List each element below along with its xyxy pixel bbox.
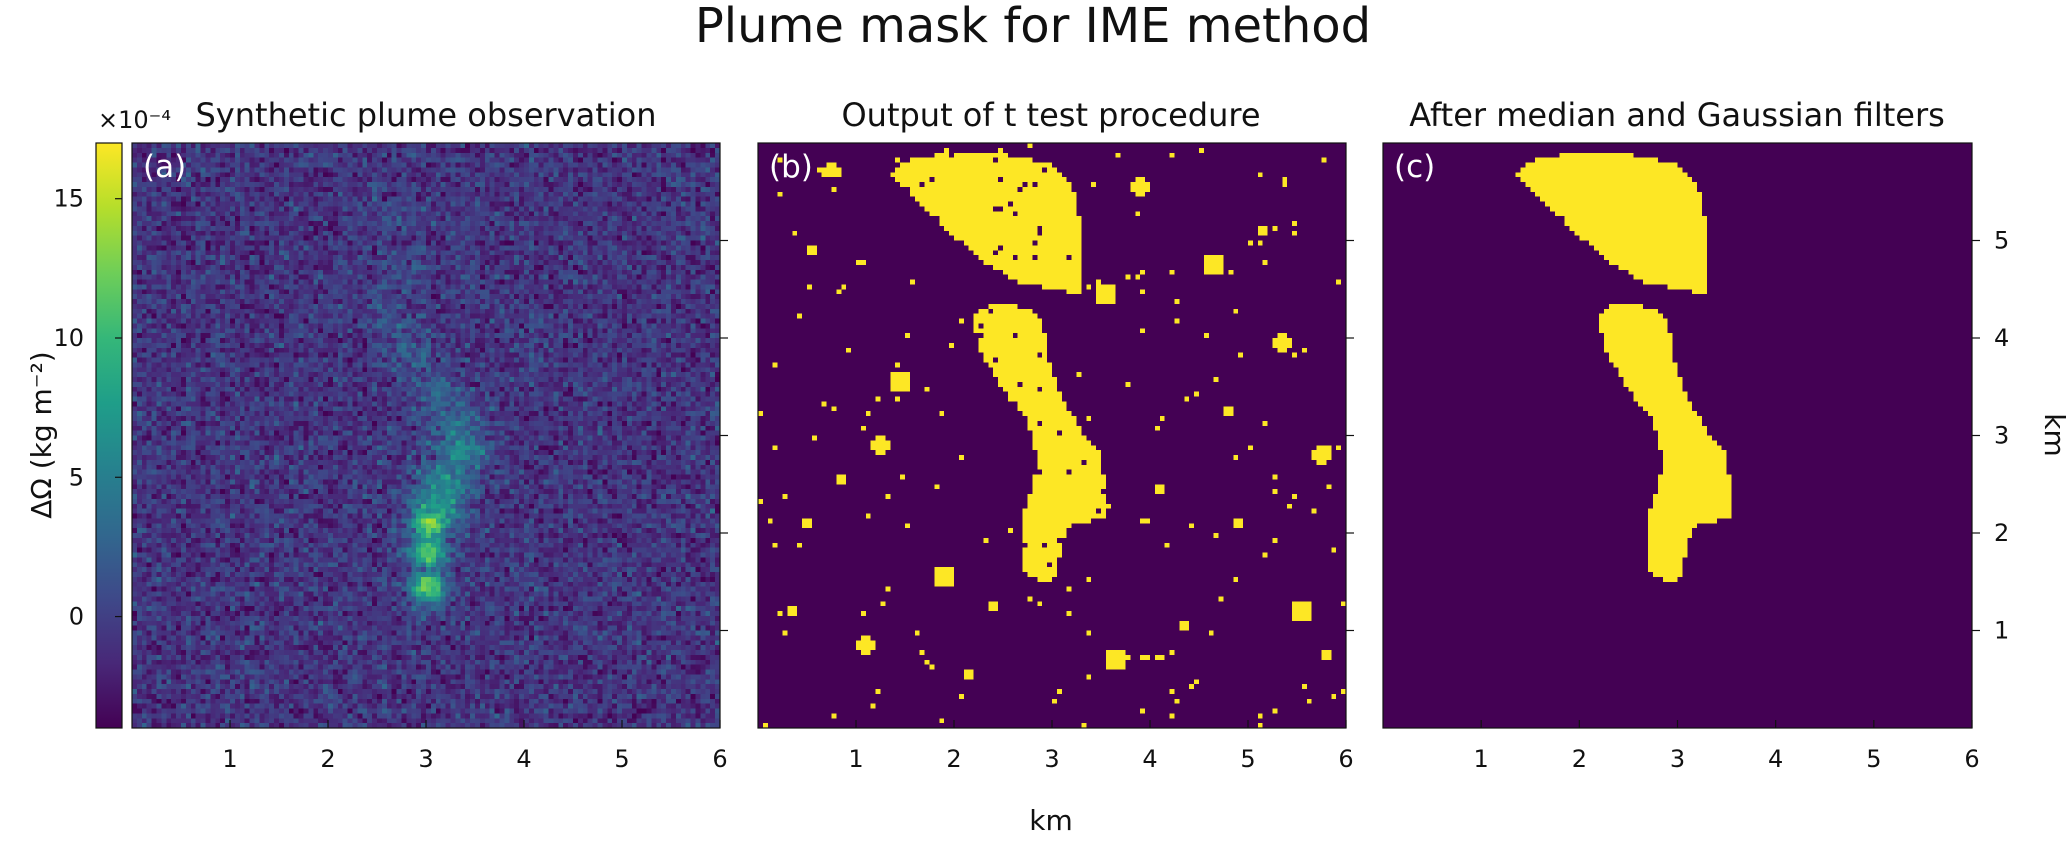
x-tick-label: 6 [1338, 745, 1353, 773]
x-tick-label: 3 [1670, 745, 1685, 773]
figure-title: Plume mask for IME method [695, 0, 1371, 54]
x-tick-label: 6 [1964, 745, 1979, 773]
colorbar-tick-label: 5 [69, 463, 84, 491]
x-tick-label: 5 [1240, 745, 1255, 773]
colorbar-tick-label: 15 [53, 185, 84, 213]
x-tick-label: 1 [1474, 745, 1489, 773]
heatmap-image-a [132, 143, 720, 728]
colorbar-multiplier: ×10⁻⁴ [98, 106, 171, 134]
heatmap-image-b [758, 143, 1346, 728]
heatmap-image-c [1383, 143, 1972, 728]
colorbar-label: ΔΩ (kg m⁻²) [25, 351, 58, 518]
panel-label-c: (c) [1394, 149, 1435, 185]
panel-b: (b) 1 2 3 4 5 6 [757, 142, 1354, 773]
x-tick-label: 5 [1866, 745, 1881, 773]
colorbar-tick-label: 0 [69, 603, 84, 631]
x-tick-label: 2 [320, 745, 335, 773]
x-tick-label: 1 [848, 745, 863, 773]
panel-label-b: (b) [769, 149, 813, 185]
x-tick-label: 2 [946, 745, 961, 773]
y-tick-label: 1 [1994, 617, 2009, 645]
panel-b-title: Output of t test procedure [841, 96, 1260, 134]
x-axis-label: km [1029, 804, 1073, 837]
y-tick-label: 3 [1994, 422, 2009, 450]
x-tick-label: 1 [222, 745, 237, 773]
x-tick-label: 3 [418, 745, 433, 773]
colorbar-tick-label: 10 [53, 324, 84, 352]
panel-a: (a) 1 2 3 4 5 6 [131, 142, 728, 773]
y-axis-label-right: km [2038, 413, 2067, 457]
x-tick-label: 3 [1044, 745, 1059, 773]
panel-c: (c) 1 2 3 4 5 6 1 2 3 4 5 [1382, 142, 2009, 773]
x-tick-label: 4 [1142, 745, 1157, 773]
x-tick-label: 5 [614, 745, 629, 773]
x-tick-label: 4 [516, 745, 531, 773]
y-tick-label: 2 [1994, 519, 2009, 547]
x-tick-label: 2 [1572, 745, 1587, 773]
panel-a-title: Synthetic plume observation [195, 96, 656, 134]
colorbar: ×10⁻⁴ ΔΩ (kg m⁻²) 0 5 10 15 [25, 106, 171, 729]
panel-label-a: (a) [143, 149, 186, 185]
y-tick-label: 4 [1994, 324, 2009, 352]
y-tick-label: 5 [1994, 227, 2009, 255]
panel-c-title: After median and Gaussian filters [1409, 96, 1945, 134]
x-tick-label: 4 [1768, 745, 1783, 773]
x-tick-label: 6 [712, 745, 727, 773]
colorbar-gradient [95, 142, 123, 729]
